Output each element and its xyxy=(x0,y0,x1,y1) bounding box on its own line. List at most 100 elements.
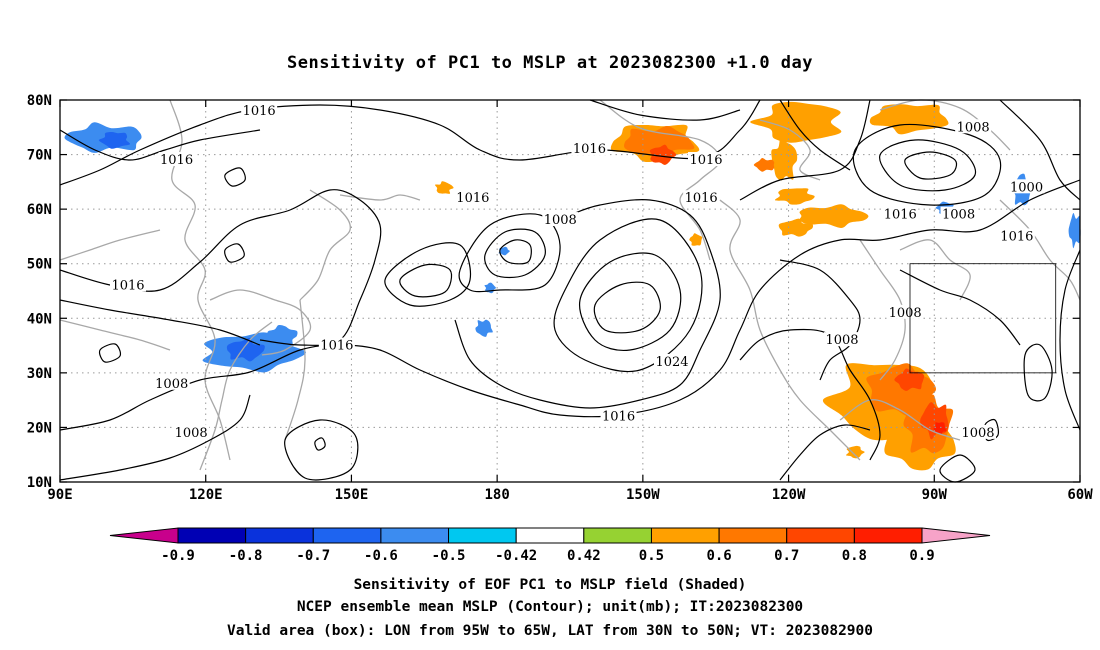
colorbar-label: -0.6 xyxy=(364,548,398,564)
contour-label-bg xyxy=(998,228,1035,243)
shaded-region xyxy=(799,204,869,229)
contour-label: 1016 xyxy=(689,153,722,168)
valid-area-box xyxy=(909,263,1057,374)
shaded-region xyxy=(475,319,493,337)
y-tick-label: 50N xyxy=(27,257,52,273)
coastline xyxy=(759,119,821,181)
colorbar-swatch xyxy=(650,527,720,544)
shaded-region xyxy=(98,132,131,149)
contour-label: 1008 xyxy=(957,120,990,135)
shaded-region xyxy=(267,324,298,346)
x-tick-label: 60W xyxy=(1067,487,1093,503)
colorbar-label: 0.9 xyxy=(909,548,934,564)
colorbar-label: -0.42 xyxy=(495,548,537,564)
coastline xyxy=(999,199,1081,301)
contour-label: 1016 xyxy=(573,142,606,157)
isobar xyxy=(779,259,861,381)
contour-label: 1016 xyxy=(111,279,144,294)
chart-title: Sensitivity of PC1 to MSLP at 2023082300… xyxy=(287,53,813,73)
shaded-region xyxy=(649,144,677,165)
x-tick-label: 90E xyxy=(47,487,72,503)
contour-label-bg xyxy=(688,152,724,167)
isobar xyxy=(779,99,851,171)
contour-label-bg xyxy=(887,304,924,319)
contour-label: 1008 xyxy=(961,426,994,441)
isobar xyxy=(59,129,261,161)
y-tick-label: 20N xyxy=(27,420,52,436)
shaded-region xyxy=(226,338,265,362)
isobar xyxy=(224,243,245,263)
isobar xyxy=(59,299,261,346)
shaded-region xyxy=(771,136,798,181)
shaded-region xyxy=(869,104,949,135)
contour-label-bg xyxy=(882,206,919,221)
isobar xyxy=(399,263,453,298)
y-tick-label: 30N xyxy=(27,366,52,382)
contour-label: 1016 xyxy=(456,191,489,206)
contour-label-bg xyxy=(683,190,720,205)
isobar xyxy=(284,419,359,481)
contour-label-bg xyxy=(1008,179,1045,194)
contour-label-bg xyxy=(153,375,190,390)
isobar xyxy=(98,343,122,363)
shaded-sensitivity-layer xyxy=(64,101,1081,471)
coastline xyxy=(199,321,273,471)
contour-label: 1008 xyxy=(825,333,858,348)
coastline xyxy=(839,399,961,441)
coastline xyxy=(899,239,971,301)
axis-ticks: 90E 120E 150E 180 150W 120W 90W 60W 10N 20N 30N 40N… xyxy=(27,93,1094,503)
isobar xyxy=(589,99,741,121)
shaded-region xyxy=(846,445,865,459)
contour-label-bg xyxy=(110,277,146,292)
coastline xyxy=(59,229,161,261)
colorbar-label: 0.7 xyxy=(774,548,799,564)
map-panel: 1016 1016 1016 1016 1008 1008 1016 1008 1016 1016… xyxy=(27,93,1094,503)
contour-label-bg xyxy=(654,353,690,368)
contour-label: 1016 xyxy=(1000,229,1033,244)
contour-label-bg xyxy=(955,119,992,134)
coastline-layer xyxy=(59,99,1081,471)
caption-line-3: Valid area (box): LON from 95W to 65W, L… xyxy=(227,623,873,639)
colorbar-swatch xyxy=(312,527,382,544)
contour-label: 1008 xyxy=(544,213,577,228)
colorbar-swatch xyxy=(583,527,652,544)
isobar xyxy=(593,281,661,334)
y-tick-label: 60N xyxy=(27,202,52,218)
contour-label: 1016 xyxy=(320,339,353,354)
isobar xyxy=(904,151,958,180)
isobar xyxy=(1059,249,1081,431)
shaded-region xyxy=(498,246,510,256)
coastline xyxy=(879,99,1011,151)
coastline xyxy=(719,199,861,461)
colorbar-label: 0.5 xyxy=(639,548,664,564)
isobar xyxy=(852,123,1002,206)
isobar xyxy=(739,99,871,201)
isobar xyxy=(314,437,326,451)
isobar xyxy=(454,199,721,409)
isobar xyxy=(59,189,382,346)
isobar xyxy=(499,239,532,265)
y-tick-label: 40N xyxy=(27,311,52,327)
isobar xyxy=(59,99,761,186)
isobar xyxy=(553,218,703,373)
shaded-region xyxy=(689,233,703,246)
contour-label-bg xyxy=(241,102,278,117)
x-tick-label: 150W xyxy=(626,487,660,503)
isobar xyxy=(59,394,251,481)
caption-line-2: NCEP ensemble mean MSLP (Contour); unit(… xyxy=(297,599,803,615)
contour-label: 1008 xyxy=(889,306,922,321)
contour-label: 1016 xyxy=(243,104,276,119)
contour-label-bg xyxy=(960,424,996,439)
caption-line-1: Sensitivity of EOF PC1 to MSLP field (Sh… xyxy=(354,577,747,593)
colorbar-end-low xyxy=(109,527,179,544)
contour-label-bg xyxy=(940,206,977,221)
colorbar-swatch xyxy=(448,527,517,544)
coastline xyxy=(169,99,231,461)
colorbar-label: 0.42 xyxy=(567,548,601,564)
colorbar-swatch xyxy=(245,527,314,544)
coastline xyxy=(284,299,306,441)
x-tick-label: 180 xyxy=(484,487,509,503)
colorbar-label: -0.8 xyxy=(229,548,263,564)
coastline xyxy=(209,289,312,356)
isobar xyxy=(384,242,471,307)
